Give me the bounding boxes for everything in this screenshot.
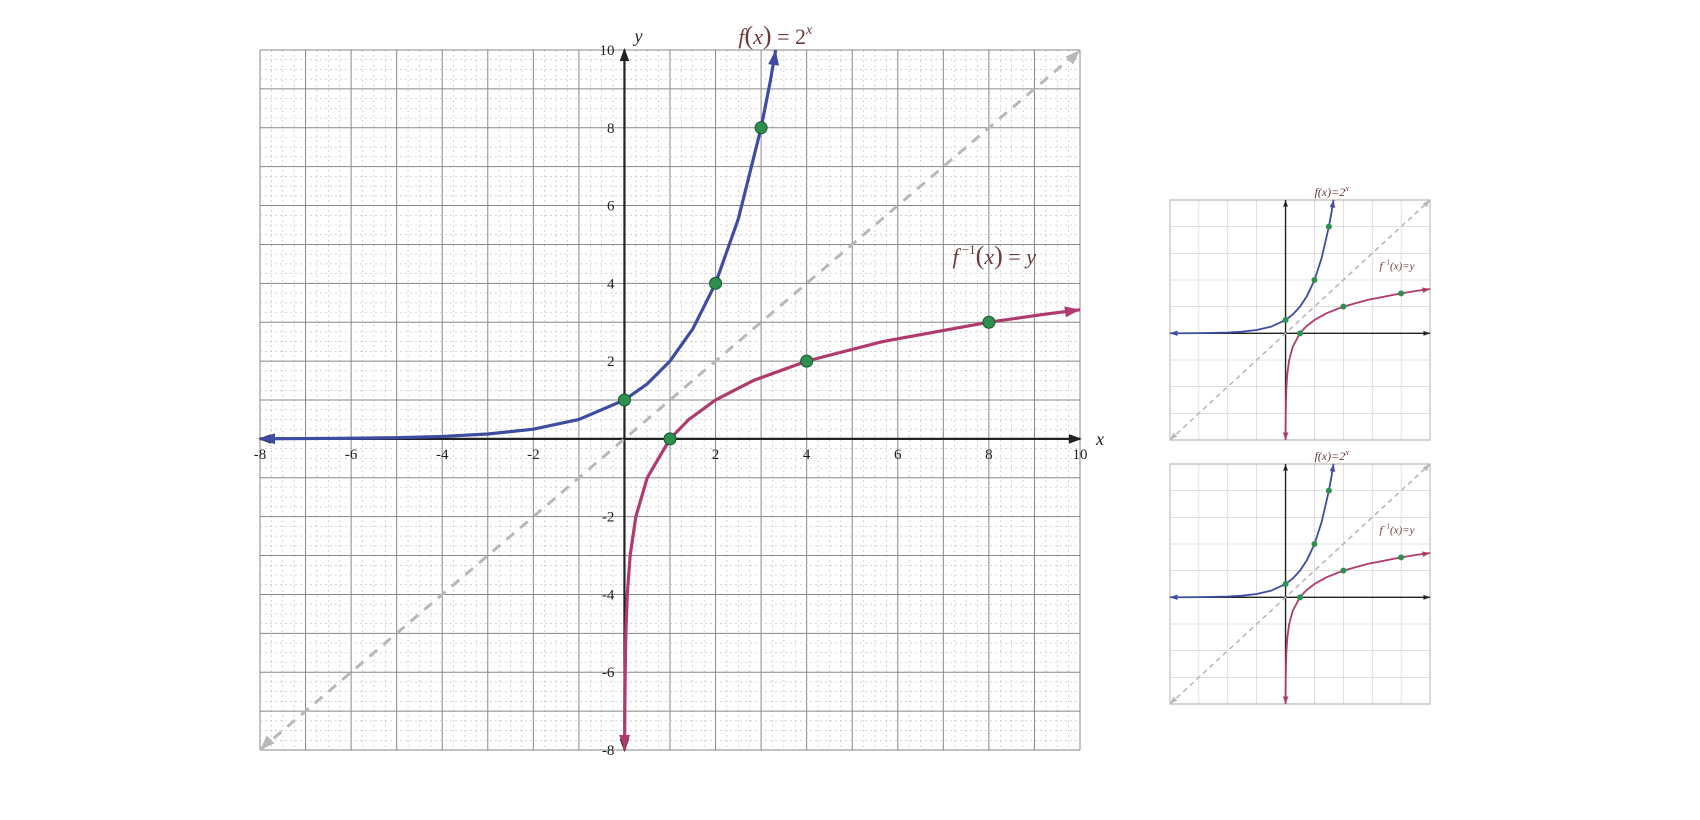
svg-text:-2: -2: [527, 447, 540, 463]
svg-text:4: 4: [607, 276, 615, 292]
svg-text:2: 2: [712, 447, 720, 463]
grid: [260, 50, 1080, 750]
chart-container: xy-8-6-4-2246810-8-6-4-2246810f(x) = 2xf…: [200, 20, 1500, 800]
svg-text:y: y: [632, 26, 642, 46]
svg-text:6: 6: [607, 199, 615, 215]
label-f: f(x) = 2x: [738, 21, 813, 50]
svg-text:-4: -4: [602, 587, 615, 603]
svg-text:10: 10: [1073, 447, 1088, 463]
svg-text:8: 8: [985, 447, 993, 463]
svg-text:-6: -6: [345, 447, 358, 463]
svg-text:-6: -6: [602, 665, 615, 681]
svg-text:-2: -2: [602, 510, 615, 526]
svg-text:4: 4: [803, 447, 811, 463]
svg-text:-8: -8: [254, 447, 267, 463]
svg-text:-4: -4: [436, 447, 449, 463]
svg-text:6: 6: [894, 447, 902, 463]
chart-svg: xy-8-6-4-2246810-8-6-4-2246810f(x) = 2xf…: [200, 20, 1500, 800]
chart-thumbnail: f(x)=2x f−1(x)=y: [1170, 184, 1430, 440]
svg-text:-8: -8: [602, 743, 615, 759]
svg-text:2: 2: [607, 354, 615, 370]
svg-text:f(x)=2x: f(x)=2x: [1314, 448, 1349, 463]
svg-text:f(x)=2x: f(x)=2x: [1314, 184, 1349, 199]
label-finv: f −1(x) = y: [952, 241, 1036, 270]
svg-text:10: 10: [599, 43, 614, 59]
svg-text:f−1(x)=y: f−1(x)=y: [1379, 258, 1414, 272]
axes: x y -8 -6 -4 -2 2 4 6 8 10 -8 -6 -4 -2 2 4 6 8 10: [254, 26, 1104, 759]
svg-text:f−1(x)=y: f−1(x)=y: [1379, 522, 1414, 536]
function-labels: f(x) = 2x f −1(x) = y: [738, 21, 1036, 270]
svg-text:8: 8: [607, 121, 615, 137]
chart-thumbnail: f(x)=2x f−1(x)=y: [1170, 448, 1430, 704]
svg-text:x: x: [1095, 429, 1104, 449]
